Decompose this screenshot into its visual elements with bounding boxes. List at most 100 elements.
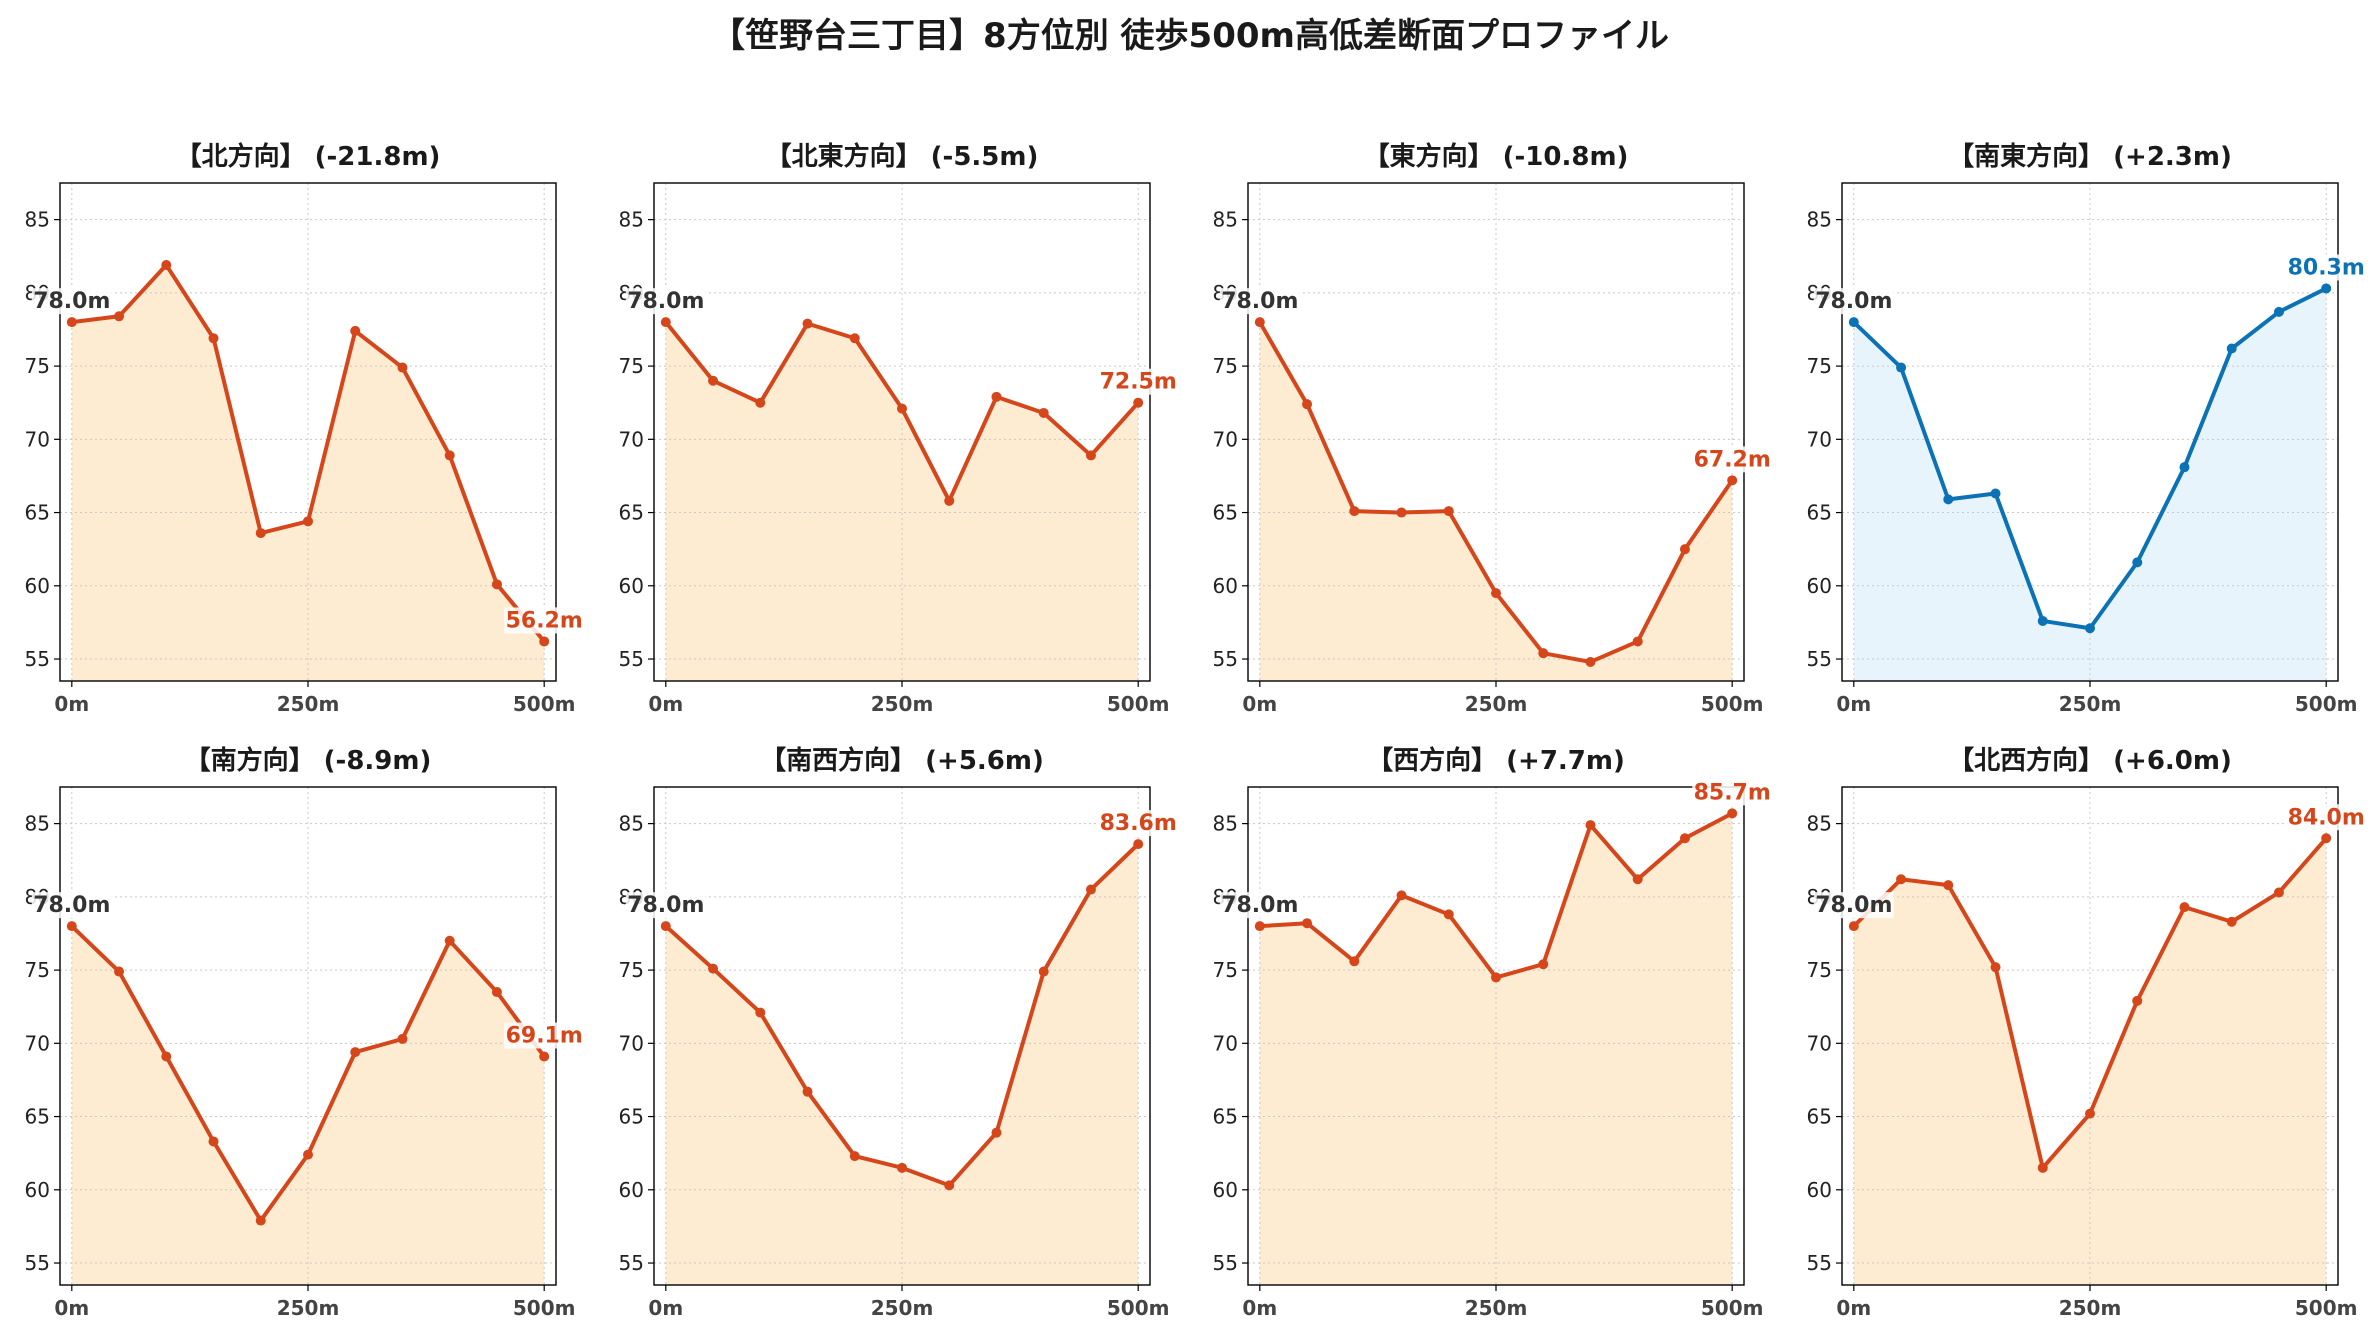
end-label-bg [1692, 446, 1773, 473]
data-point [539, 1051, 550, 1062]
y-tick-label: 60 [25, 1178, 50, 1202]
y-tick-label: 75 [619, 354, 644, 378]
data-point [1443, 506, 1454, 517]
data-point [1727, 475, 1738, 486]
data-point [1990, 488, 2001, 499]
data-point [1679, 544, 1690, 555]
data-point [491, 987, 502, 998]
data-point [1038, 407, 1049, 418]
end-label-bg [1098, 368, 1179, 395]
start-label-bg [625, 892, 706, 919]
x-tick-label: 0m [1242, 1296, 1277, 1320]
start-label: 78.0m [33, 289, 110, 314]
data-point [802, 318, 813, 329]
data-point [2226, 343, 2237, 354]
data-point [1133, 397, 1144, 408]
data-point [397, 1033, 408, 1044]
x-tick-label: 500m [513, 692, 576, 716]
x-tick-label: 500m [1701, 1296, 1764, 1320]
x-tick-label: 0m [1836, 692, 1871, 716]
data-point [350, 325, 361, 336]
start-label: 78.0m [627, 893, 704, 918]
y-tick-label: 70 [25, 1031, 50, 1055]
data-point [849, 1151, 860, 1162]
x-tick-label: 0m [54, 1296, 89, 1320]
data-point [2273, 306, 2284, 317]
data-point [66, 317, 77, 328]
data-point [1990, 962, 2001, 973]
y-tick-label: 75 [619, 958, 644, 982]
data-point [1302, 918, 1313, 929]
start-label: 78.0m [33, 893, 110, 918]
data-point [1896, 362, 1907, 373]
y-tick-label: 60 [1807, 574, 1832, 598]
data-point [897, 403, 907, 414]
data-point [1727, 808, 1738, 819]
end-label: 84.0m [2288, 805, 2365, 830]
x-tick-label: 0m [54, 692, 89, 716]
data-point [1943, 494, 1954, 505]
data-point [1396, 507, 1407, 518]
data-point [660, 921, 671, 932]
y-tick-label: 55 [25, 647, 50, 671]
start-label-bg [1219, 892, 1300, 919]
x-tick-label: 250m [277, 1296, 340, 1320]
chart-title: 【北西方向】 (+6.0m) [1948, 745, 2232, 776]
data-point [1632, 636, 1643, 647]
data-point [255, 528, 266, 539]
end-label: 69.1m [506, 1024, 583, 1049]
area-fill [665, 844, 1139, 1285]
x-tick-label: 250m [2059, 1296, 2122, 1320]
end-label: 85.7m [1694, 780, 1771, 805]
data-point [2179, 462, 2190, 473]
data-point [397, 362, 408, 373]
area-fill [71, 926, 545, 1285]
end-label-bg [1692, 779, 1773, 806]
area-fill [71, 265, 545, 681]
x-tick-label: 250m [1465, 1296, 1528, 1320]
start-label-bg [31, 892, 112, 919]
data-point [1133, 839, 1144, 850]
data-point [1679, 833, 1690, 844]
x-tick-label: 250m [2059, 692, 2122, 716]
end-label-bg [504, 607, 585, 634]
y-tick-label: 75 [1807, 354, 1832, 378]
y-tick-label: 85 [1807, 812, 1832, 836]
data-point [1349, 506, 1360, 517]
start-label-bg [31, 288, 112, 315]
end-label-bg [2286, 254, 2367, 281]
data-point [1349, 956, 1360, 967]
y-tick-label: 70 [25, 427, 50, 451]
y-tick-label: 85 [619, 208, 644, 232]
data-point [2321, 283, 2332, 294]
y-tick-label: 75 [1213, 958, 1238, 982]
data-point [2226, 916, 2237, 927]
end-label-bg [504, 1022, 585, 1049]
data-point [1538, 959, 1549, 970]
y-tick-label: 75 [1807, 958, 1832, 982]
start-label: 78.0m [627, 289, 704, 314]
data-point [1943, 880, 1954, 891]
area-fill [1259, 322, 1733, 681]
end-label: 80.3m [2288, 255, 2365, 280]
y-tick-label: 70 [1213, 427, 1238, 451]
x-tick-label: 500m [513, 1296, 576, 1320]
data-point [114, 311, 125, 322]
data-point [802, 1086, 813, 1097]
end-label: 72.5m [1100, 370, 1177, 395]
chart-title: 【南方向】 (-8.9m) [185, 745, 432, 776]
data-point [303, 516, 313, 527]
data-point [1038, 966, 1049, 977]
data-point [755, 397, 766, 408]
chart-panel-0: 【北方向】 (-21.8m)556065707580850m250m500m78… [25, 141, 585, 716]
y-tick-label: 65 [25, 501, 50, 525]
y-tick-label: 60 [25, 574, 50, 598]
y-tick-label: 65 [1807, 1105, 1832, 1129]
data-point [444, 450, 455, 461]
data-point [1848, 317, 1859, 328]
data-point [944, 495, 955, 506]
y-tick-label: 65 [1213, 501, 1238, 525]
y-tick-label: 55 [1213, 1251, 1238, 1275]
y-tick-label: 70 [619, 1031, 644, 1055]
